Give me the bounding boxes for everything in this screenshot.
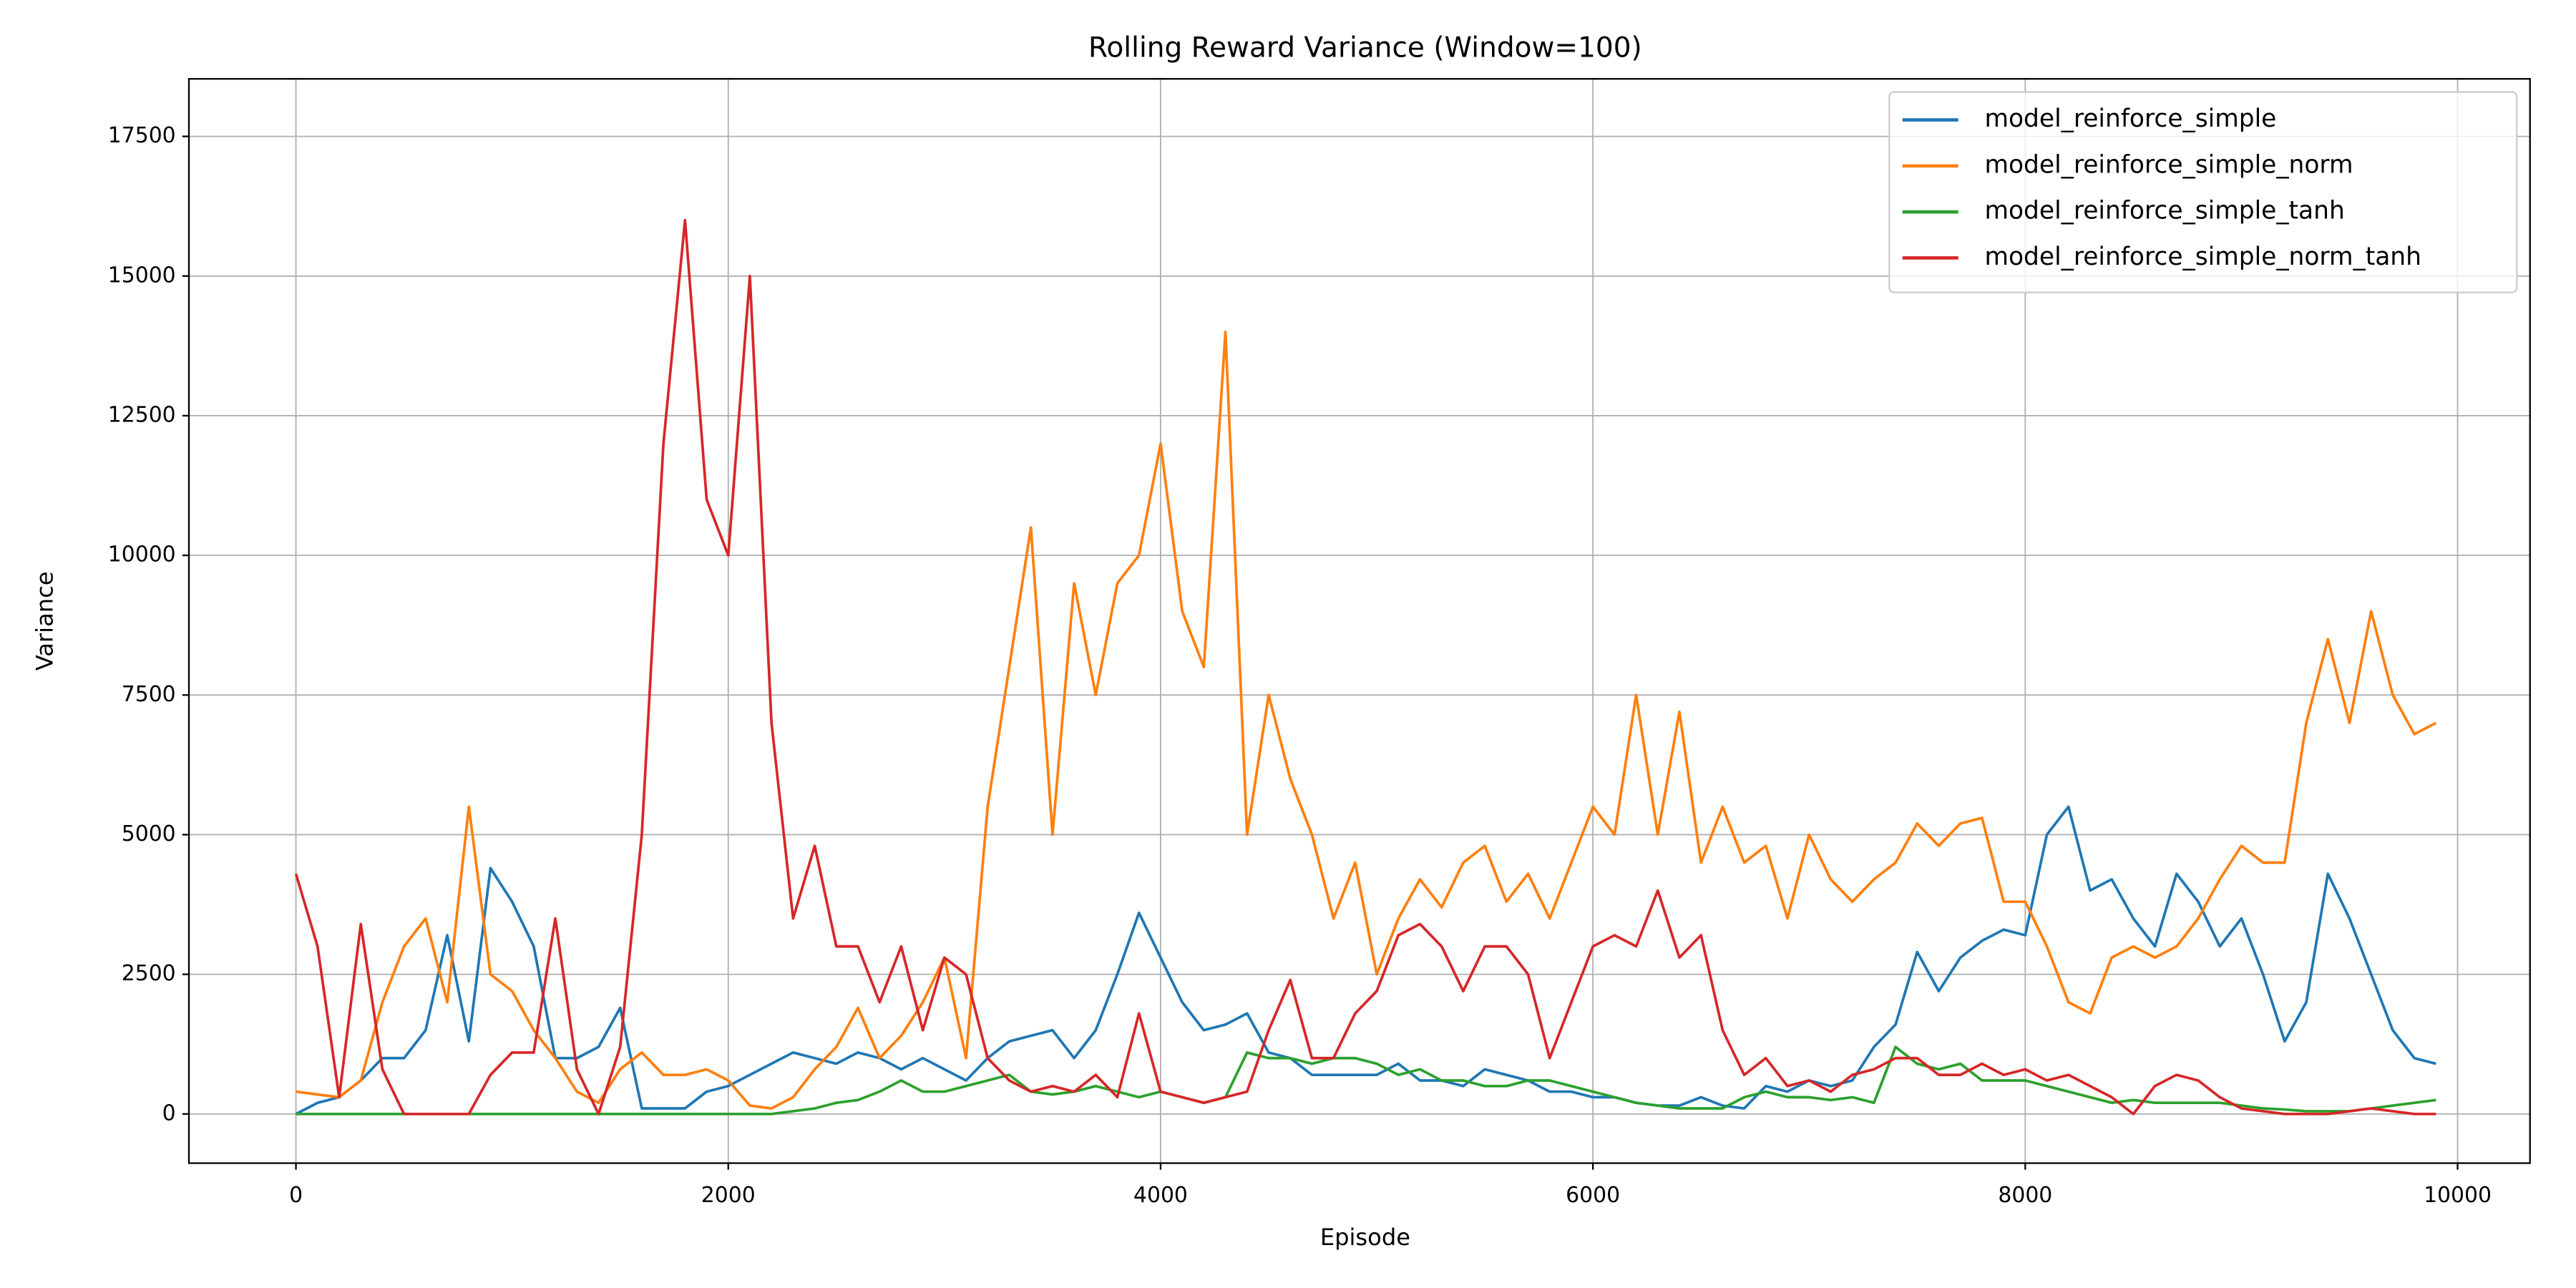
- y-tick-label: 15000: [108, 263, 176, 288]
- x-tick-label: 0: [289, 1183, 303, 1208]
- ticks: 0 2000 4000 6000 8000 10000 0 2500 5000 7500 10000…: [108, 123, 2492, 1208]
- y-tick-label: 0: [162, 1101, 176, 1126]
- legend-box: [1888, 91, 2518, 293]
- legend-label: model_reinforce_simple_norm: [1984, 150, 2353, 179]
- x-axis-label: Episode: [1320, 1224, 1410, 1251]
- legend-label: model_reinforce_simple: [1984, 104, 2276, 133]
- legend-label: model_reinforce_simple_tanh: [1984, 197, 2344, 225]
- series-line: [296, 1045, 2436, 1116]
- legend-label: model_reinforce_simple_norm_tanh: [1984, 243, 2421, 271]
- x-tick-label: 2000: [701, 1183, 756, 1208]
- y-tick-label: 5000: [122, 821, 176, 847]
- x-tick-label: 10000: [2424, 1183, 2492, 1208]
- x-tick-label: 4000: [1133, 1183, 1188, 1208]
- series-line: [295, 805, 2436, 1116]
- y-tick-label: 2500: [122, 961, 176, 986]
- y-tick-label: 12500: [108, 402, 176, 427]
- y-tick-label: 17500: [108, 123, 176, 148]
- series-line: [294, 218, 2436, 1116]
- y-axis-label: Variance: [31, 571, 58, 670]
- x-tick-label: 6000: [1566, 1183, 1620, 1208]
- y-tick-label: 10000: [108, 542, 176, 567]
- plot-lines: [294, 218, 2437, 1116]
- grid: [189, 79, 2530, 1163]
- y-tick-label: 7500: [122, 682, 176, 707]
- axes-frame: [187, 78, 2531, 1164]
- legend: model_reinforce_simple model_reinforce_si…: [1888, 91, 2518, 293]
- chart-title: Rolling Reward Variance (Window=100): [1088, 31, 1642, 64]
- x-tick-label: 8000: [1998, 1183, 2052, 1208]
- series-line: [296, 331, 2437, 1110]
